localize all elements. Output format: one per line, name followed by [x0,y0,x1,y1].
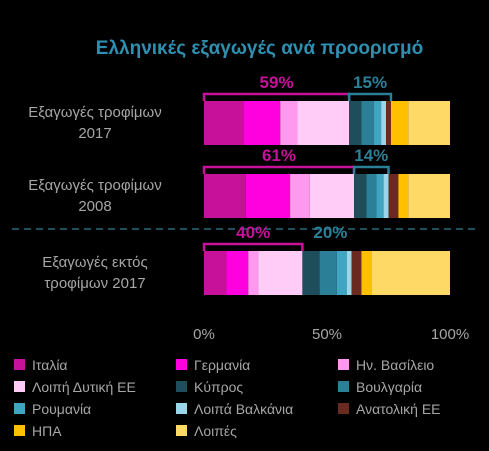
legend-item: Ην. Βασίλειο [338,354,484,375]
bar-segment [302,251,320,295]
bar-segment [226,251,249,295]
legend-swatch [338,403,349,414]
bracket-annotation [202,92,351,101]
legend-item: ΗΠΑ [14,420,176,441]
bracket-annotation [202,242,304,251]
bar-segment [408,174,450,218]
annotation-label: 14% [354,146,388,165]
bar-segment [361,251,372,295]
bar-segment [366,174,377,218]
bar-segment [386,101,391,145]
legend-label: Κύπρος [194,378,244,395]
legend-swatch [14,403,25,414]
bar-segment [204,251,227,295]
bracket-annotation [202,165,356,174]
category-label-line: 2008 [78,198,112,215]
bar-segment [245,174,291,218]
legend-item: Γερμανία [176,354,338,375]
bar-segment [346,251,352,295]
legend-item: Βουλγαρία [338,376,484,397]
legend-item: Λοιπές [176,420,338,441]
legend-swatch [176,359,187,370]
bar-segment [204,101,244,145]
bar-segment [381,101,387,145]
legend-label: Ανατολική ΕΕ [356,400,441,417]
bar-segment [258,251,303,295]
bar-segment [398,174,409,218]
chart-title: Ελληνικές εξαγωγές ανά προορισμό [95,38,424,59]
legend-swatch [14,359,25,370]
legend-label: Γερμανία [194,356,251,373]
legend-item: Ανατολική ΕΕ [338,398,484,419]
legend-label: Ρουμανία [32,400,92,417]
legend-swatch [176,425,187,436]
annotation-label: 15% [353,73,387,92]
bar-segment [336,251,347,295]
chart-legend: Ιταλία Γερμανία Ην. Βασίλειο Λοιπή Δυτική Ε… [14,354,484,441]
legend-label: Λοιπές [194,422,237,439]
legend-item: Ιταλία [14,354,176,375]
legend-swatch [338,359,349,370]
category-label: Εξαγωγές τροφίμων 2017 [0,102,190,144]
annotation-label: 61% [262,146,296,165]
category-label-line: Εξαγωγές τροφίμων [28,177,162,194]
legend-swatch [176,403,187,414]
bar-segment [408,101,450,145]
legend-item: Ρουμανία [14,398,176,419]
bar-segment [371,251,450,295]
legend-swatch [176,381,187,392]
bar-segment [309,174,355,218]
legend-label: Λοιπή Δυτική ΕΕ [32,378,136,395]
category-label-line: τροφίμων 2017 [44,275,146,292]
category-label-line: Εξαγωγές εκτός [42,254,148,271]
annotation-label: 59% [260,73,294,92]
legend-item: Κύπρος [176,376,338,397]
bracket-annotation [347,92,393,101]
bar-segment [204,174,246,218]
x-tick-label: 0% [193,326,215,343]
x-tick-label: 50% [311,326,343,343]
legend-label: Ην. Βασίλειο [356,356,435,373]
bar-segment [243,101,281,145]
legend-swatch [14,381,25,392]
legend-label: Βουλγαρία [356,378,423,395]
category-label: Εξαγωγές εκτός τροφίμων 2017 [0,252,190,294]
bar-segment [248,251,259,295]
bar-segment [388,174,399,218]
bar-segment [383,174,389,218]
bar-segment [319,251,337,295]
legend-swatch [14,425,25,436]
bar-segment [361,101,374,145]
bar-segment [297,101,350,145]
bar-segment [351,251,362,295]
legend-label: ΗΠΑ [32,422,62,439]
bar-segment [373,101,382,145]
annotation-label: 20% [313,223,347,242]
legend-label: Ιταλία [32,356,68,373]
annotation-label: 40% [236,223,270,242]
bar-segment [290,174,310,218]
legend-swatch [338,381,349,392]
bar-segment [354,174,367,218]
legend-item: Λοιπή Δυτική ΕΕ [14,376,176,397]
legend-item: Λοιπά Βαλκάνια [176,398,338,419]
bar-segment [390,101,409,145]
bar-segment [280,101,298,145]
bar-segment [349,101,362,145]
bracket-annotation [352,165,390,174]
x-tick-label: 100% [430,326,470,343]
category-label-line: Εξαγωγές τροφίμων [28,104,162,121]
legend-label: Λοιπά Βαλκάνια [194,400,294,417]
category-label-line: 2017 [78,125,112,142]
bar-segment [376,174,384,218]
category-label: Εξαγωγές τροφίμων 2008 [0,175,190,217]
